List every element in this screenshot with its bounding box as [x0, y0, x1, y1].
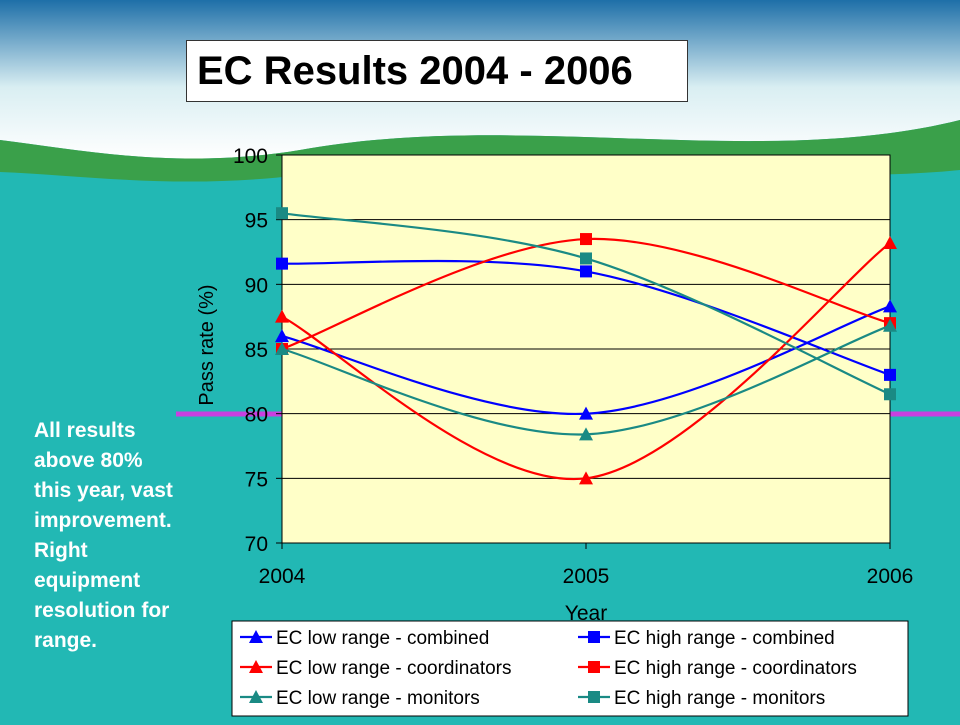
legend-marker — [588, 631, 600, 643]
data-point — [275, 329, 289, 343]
legend-marker — [249, 660, 263, 673]
side-note: All results above 80% this year, vast impro… — [34, 416, 224, 656]
side-note-line: this year, vast — [34, 479, 173, 502]
data-point — [884, 388, 896, 401]
data-point — [579, 471, 593, 485]
y-axis-label: Pass rate (%) — [196, 284, 218, 405]
side-note-line: improvement. — [34, 509, 172, 532]
side-note-line: above 80% — [34, 449, 143, 472]
legend-label: EC high range - monitors — [614, 688, 825, 709]
x-tick-label: 2006 — [867, 565, 914, 588]
legend-label: EC low range - coordinators — [276, 658, 512, 679]
y-tick-label: 95 — [245, 210, 268, 233]
y-tick-label: 80 — [245, 404, 268, 427]
side-note-line: resolution for — [34, 599, 170, 622]
x-tick-label: 2004 — [259, 565, 306, 588]
legend-label: EC low range - monitors — [276, 688, 480, 709]
side-note-line: All results — [34, 419, 136, 442]
title-box: EC Results 2004 - 2006 — [186, 40, 688, 102]
legend-marker — [588, 661, 600, 673]
data-point — [276, 257, 288, 270]
y-tick-label: 100 — [233, 145, 268, 168]
slide-title: EC Results 2004 - 2006 — [197, 49, 633, 93]
data-point — [579, 406, 593, 420]
y-tick-label: 70 — [245, 533, 268, 556]
data-point — [883, 318, 897, 332]
y-tick-label: 75 — [245, 468, 268, 491]
data-point — [580, 233, 592, 246]
data-point — [884, 368, 896, 381]
data-point — [276, 207, 288, 220]
data-point — [275, 309, 289, 323]
legend-marker — [249, 630, 263, 643]
side-note-line: range. — [34, 629, 98, 652]
data-point — [883, 235, 897, 249]
data-point — [580, 265, 592, 278]
data-point — [275, 342, 289, 355]
legend-marker — [588, 691, 600, 703]
data-point — [579, 427, 593, 441]
y-tick-label: 85 — [245, 339, 268, 362]
legend — [231, 620, 909, 717]
legend-marker — [249, 690, 263, 703]
data-point — [883, 299, 897, 313]
legend-label: EC high range - coordinators — [614, 658, 857, 679]
data-point — [580, 252, 592, 265]
x-axis-label: Year — [565, 602, 607, 625]
side-note-line: equipment — [34, 569, 141, 592]
x-tick-label: 2005 — [563, 565, 610, 588]
legend-label: EC high range - combined — [614, 628, 835, 649]
side-note-line: Right — [34, 539, 88, 562]
y-tick-label: 90 — [245, 274, 268, 297]
legend-label: EC low range - combined — [276, 628, 489, 649]
